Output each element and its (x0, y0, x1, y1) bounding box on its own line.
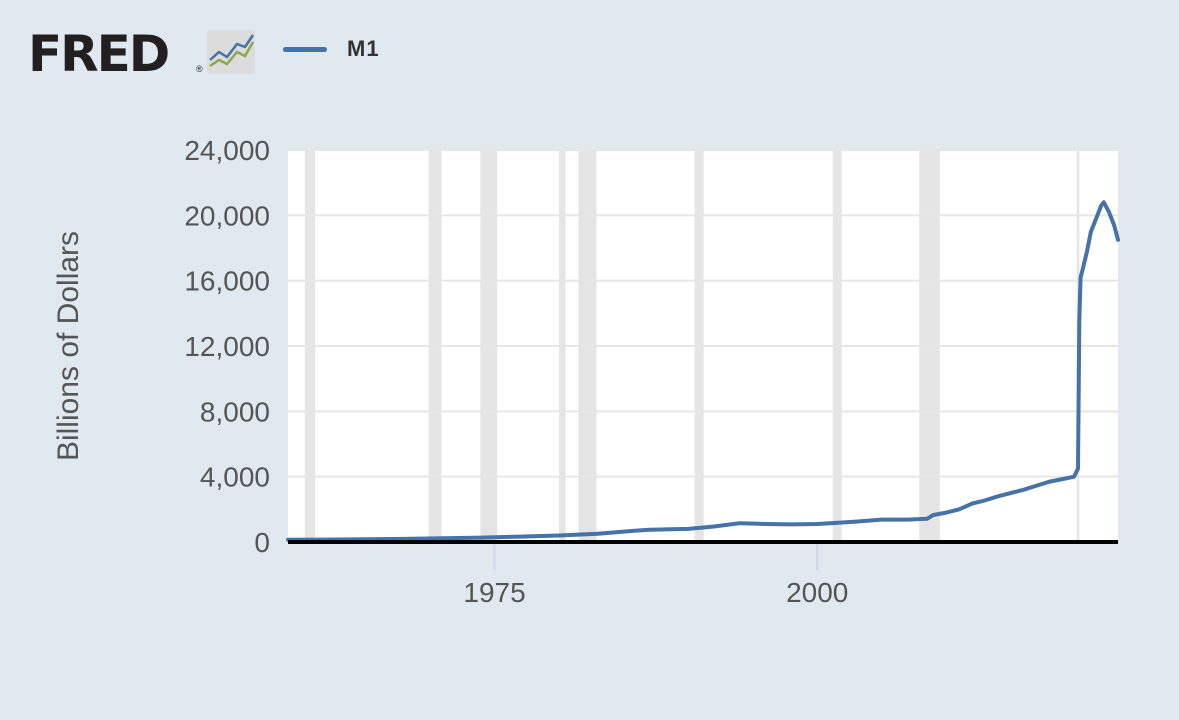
y-axis-label: Billions of Dollars (52, 231, 85, 461)
chart-header: FRED ® M1 (28, 26, 628, 82)
y-tick-label-3: 12,000 (184, 331, 270, 362)
y-tick-label-5: 20,000 (184, 200, 270, 231)
x-tick-label-1: 2000 (786, 577, 848, 608)
fred-logo-registered-mark: ® (196, 64, 203, 74)
y-tick-labels: 0 4,000 8,000 12,000 16,000 20,000 24,000 (184, 135, 270, 558)
gridlines (288, 149, 1118, 478)
series-line-m1[interactable] (286, 200, 1120, 542)
legend-label-m1: M1 (347, 36, 380, 61)
fred-line-chart-icon (207, 30, 255, 74)
x-tick-labels: 1975 2000 (463, 577, 848, 608)
x-tick-label-0: 1975 (463, 577, 525, 608)
y-tick-label-1: 4,000 (200, 462, 270, 493)
y-tick-label-6: 24,000 (184, 135, 270, 166)
legend[interactable]: M1 (283, 34, 380, 64)
fred-logo[interactable]: FRED (28, 25, 170, 83)
y-tick-label-0: 0 (254, 527, 270, 558)
legend-swatch-m1 (283, 46, 327, 52)
y-tick-label-2: 8,000 (200, 396, 270, 427)
x-tick-marks (493, 542, 819, 570)
y-tick-label-4: 16,000 (184, 266, 270, 297)
